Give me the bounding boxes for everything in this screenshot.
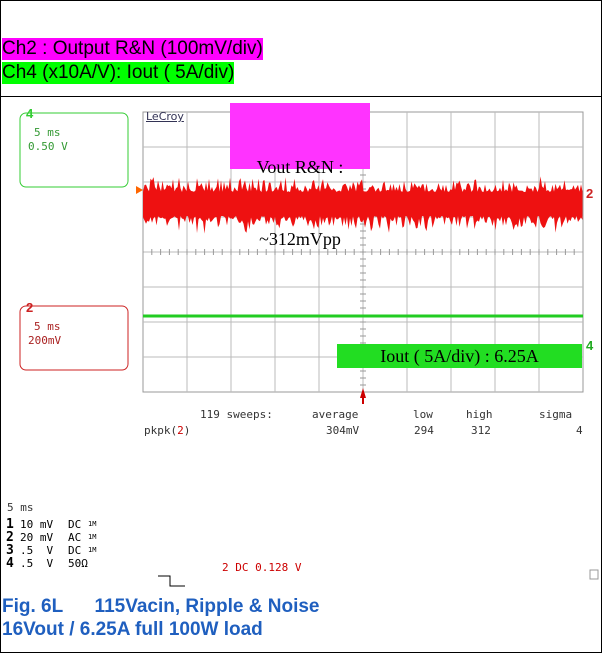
stats-prefix: pkpk( [144, 424, 177, 437]
channel-number: 4 [6, 557, 14, 570]
trace-marker: 4 [586, 338, 593, 353]
stats-value: 312 [471, 424, 491, 437]
trace-marker: 2 [586, 186, 593, 201]
stats-header: sigma [539, 408, 572, 421]
stats-header: average [312, 408, 358, 421]
page: Ch2 : Output R&N (100mV/div) Ch4 (x10A/V… [0, 0, 602, 653]
channel-timebase: 5 ms [34, 320, 61, 333]
channel-coupling: DC [68, 544, 81, 557]
channel-coupling: 50Ω [68, 557, 88, 570]
channel-bw: 1M [88, 544, 96, 557]
row-divider [0, 96, 602, 97]
channel-scale: .5 V [20, 557, 53, 570]
channel-scale: 0.50 V [28, 140, 68, 153]
caption-line: 16Vout / 6.25A full 100W load [2, 619, 263, 641]
annotation: Iout ( 5A/div) : 6.25A [337, 344, 582, 368]
trigger-slope [158, 576, 185, 586]
caption-line: Fig. 6L 115Vacin, Ripple & Noise [2, 596, 319, 618]
stats-header: high [466, 408, 493, 421]
channel-scale: 20 mV [20, 531, 53, 544]
channel-number: 2 [26, 300, 33, 315]
stats-header: low [413, 408, 433, 421]
channel-bw: 1M [88, 518, 96, 531]
stats-value: 4 [576, 424, 583, 437]
channel-number: 4 [26, 106, 33, 121]
indicator [590, 570, 598, 579]
annotation-line: Vout R&N : [230, 155, 370, 179]
trigger: 2 DC 0.128 V [222, 561, 301, 574]
channel-scale: 10 mV [20, 518, 53, 531]
channel-scale: 200mV [28, 334, 61, 347]
channel-coupling: DC [68, 518, 81, 531]
stats-label: pkpk(2) [144, 424, 190, 437]
header-line: Ch4 (x10A/V): Iout ( 5A/div) [2, 62, 234, 84]
channel-scale: .5 V [20, 544, 53, 557]
stats-value: 294 [414, 424, 434, 437]
annotation: Vout R&N : ~312mVpp [230, 103, 370, 169]
stats-suffix: ) [184, 424, 191, 437]
annotation-line: ~312mVpp [230, 227, 370, 251]
channel-bw: 1M [88, 531, 96, 544]
channel-coupling: AC [68, 531, 81, 544]
brand: LeCroy [146, 110, 184, 123]
stats-channel: 2 [177, 424, 184, 437]
header-line: Ch2 : Output R&N (100mV/div) [2, 38, 263, 60]
stats-header: 119 sweeps: [200, 408, 273, 421]
offset-marker [136, 186, 143, 194]
stats-value: 304mV [326, 424, 359, 437]
timebase: 5 ms [7, 501, 34, 514]
channel-timebase: 5 ms [34, 126, 61, 139]
